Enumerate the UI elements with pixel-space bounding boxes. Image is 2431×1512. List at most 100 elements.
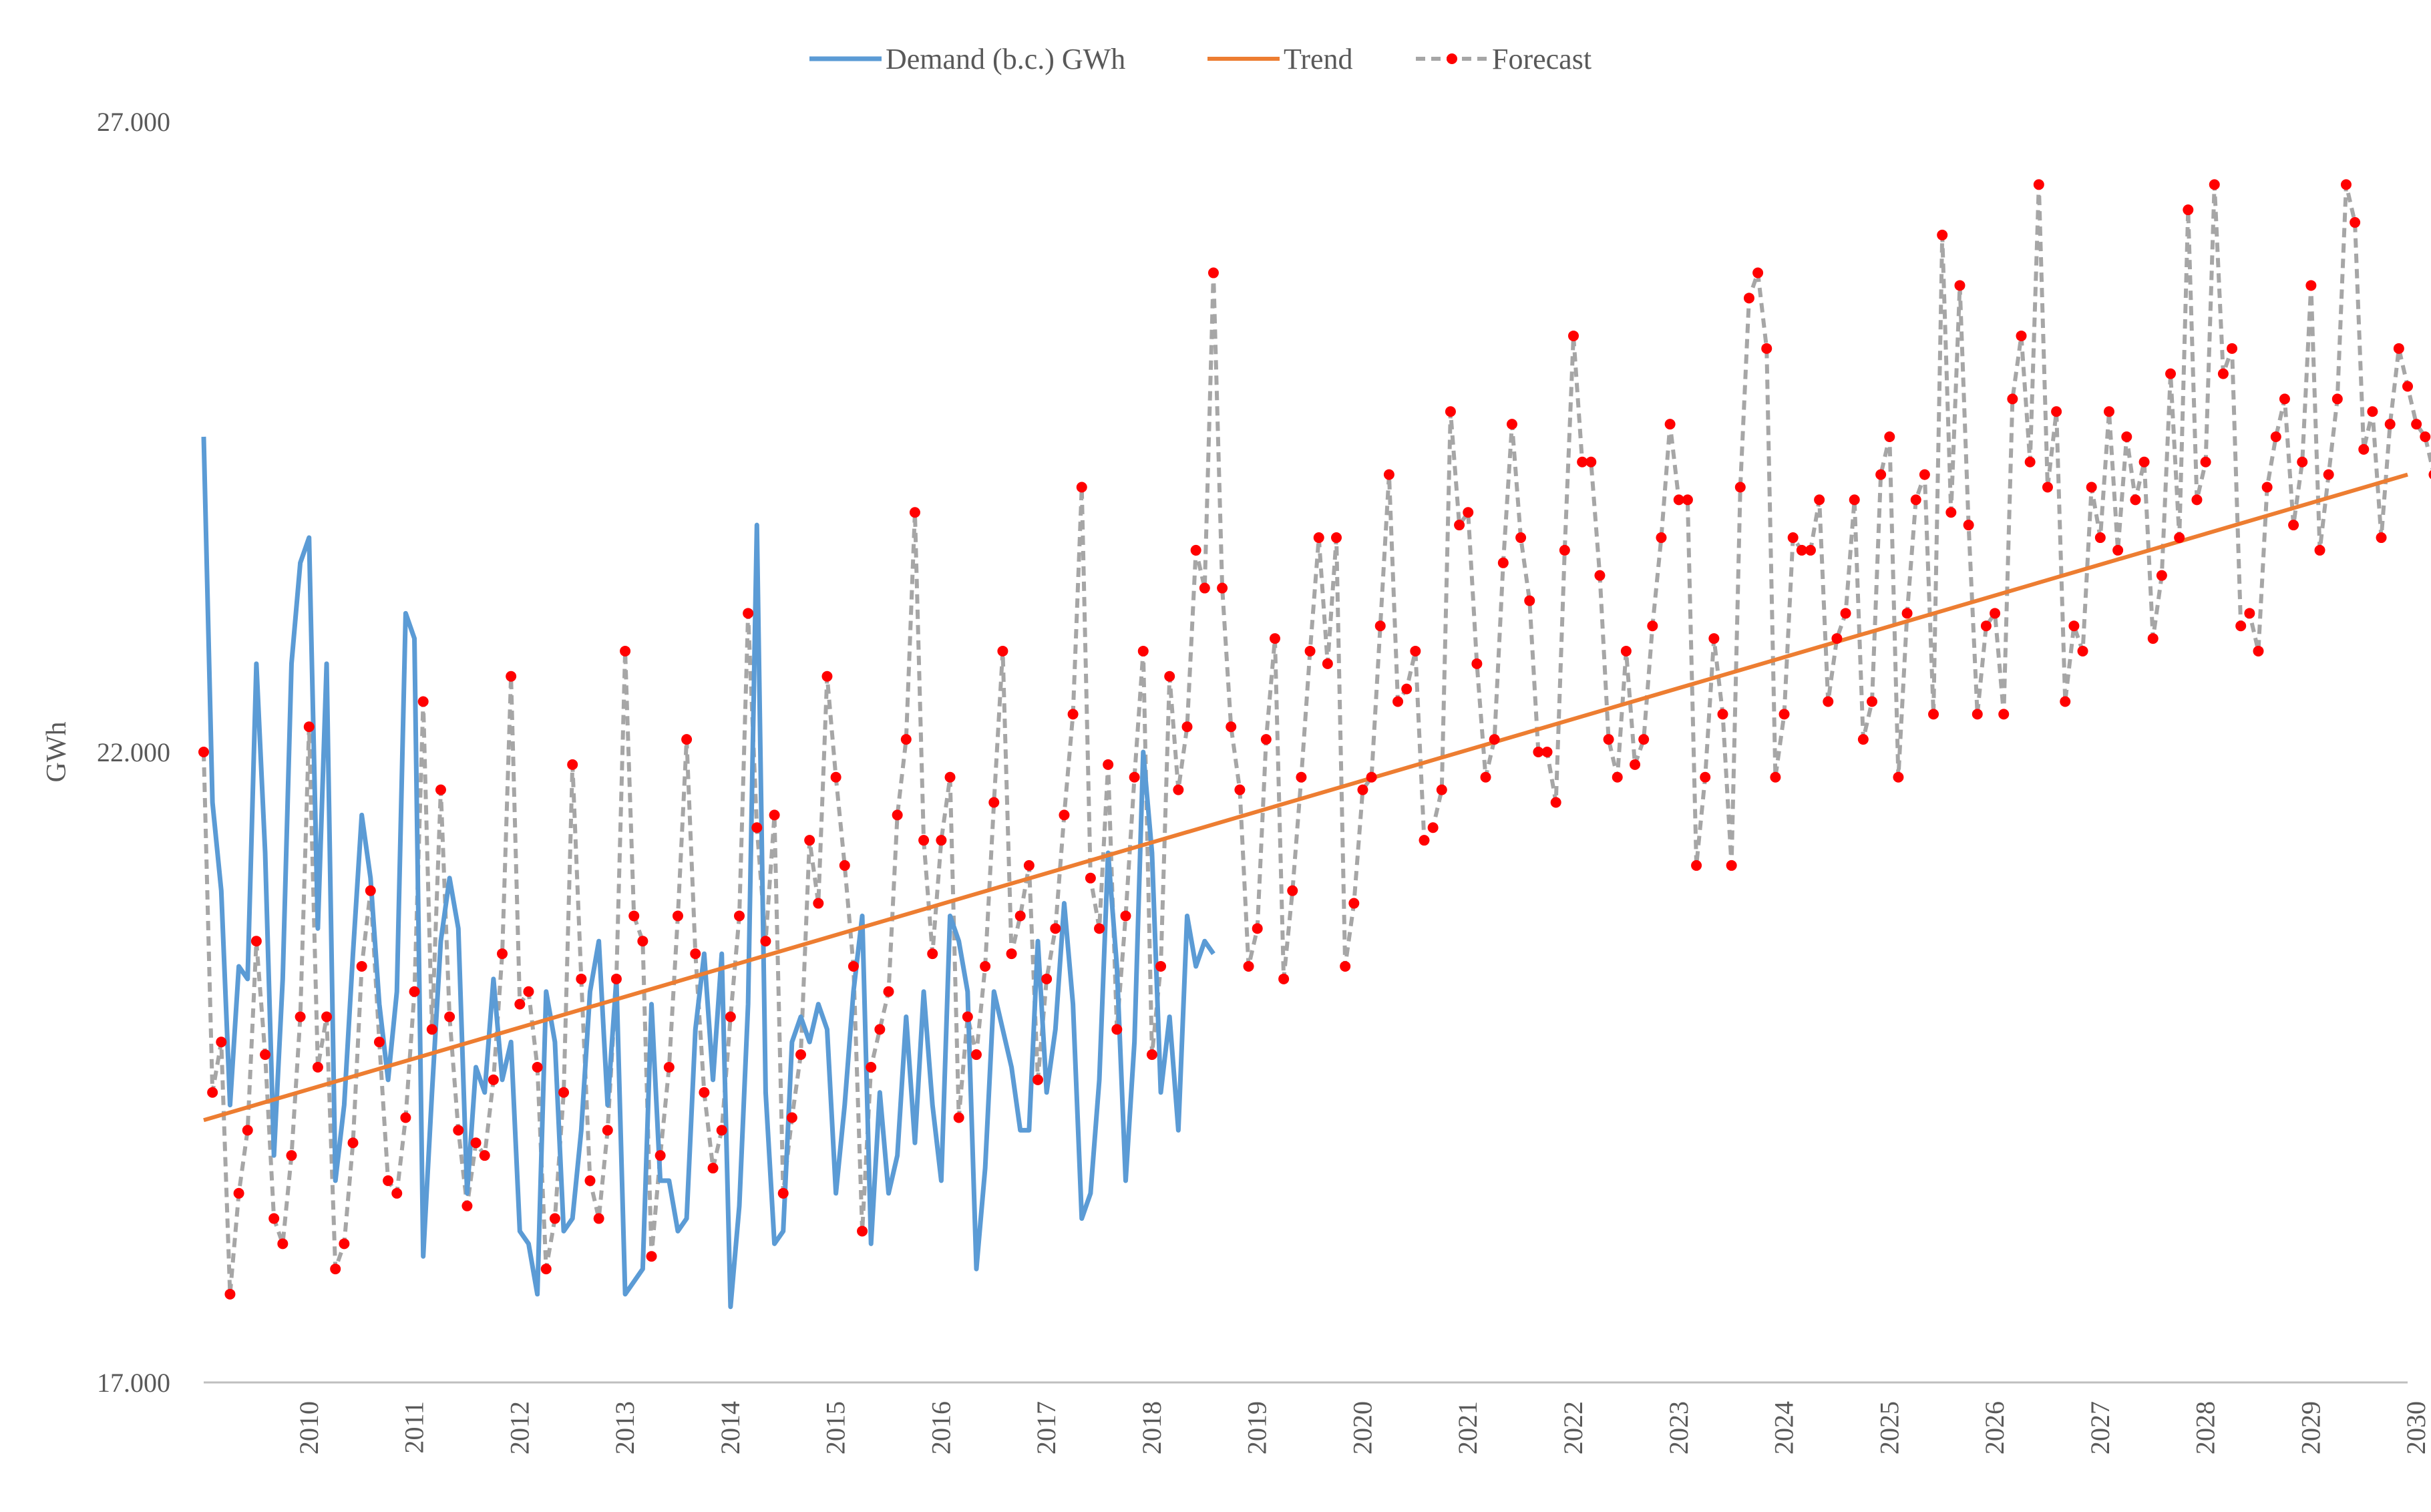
forecast-point bbox=[1831, 633, 1843, 644]
forecast-point bbox=[1910, 494, 1921, 506]
forecast-point bbox=[997, 645, 1008, 656]
forecast-point bbox=[242, 1125, 253, 1136]
forecast-point bbox=[909, 507, 920, 518]
forecast-point bbox=[1146, 1049, 1157, 1061]
forecast-point bbox=[1867, 696, 1878, 707]
forecast-point bbox=[2174, 532, 2185, 544]
forecast-point bbox=[1296, 771, 1307, 783]
forecast-point bbox=[1963, 520, 1974, 531]
x-tick-label: 2011 bbox=[399, 1401, 429, 1454]
forecast-point bbox=[1234, 784, 1246, 795]
forecast-point bbox=[1129, 771, 1140, 783]
forecast-point bbox=[1550, 797, 1561, 808]
forecast-point bbox=[848, 960, 859, 972]
forecast-point bbox=[672, 910, 683, 922]
forecast-point bbox=[1313, 532, 1324, 544]
forecast-point bbox=[1085, 872, 1096, 884]
forecast-point bbox=[540, 1264, 552, 1275]
forecast-point bbox=[2358, 443, 2370, 455]
forecast-point bbox=[2165, 368, 2177, 379]
plot-area bbox=[198, 179, 2431, 1310]
forecast-point bbox=[1181, 721, 1193, 733]
forecast-point bbox=[2428, 469, 2431, 480]
forecast-point bbox=[681, 734, 693, 745]
forecast-point bbox=[1980, 620, 1992, 632]
forecast-point bbox=[453, 1125, 464, 1136]
forecast-point bbox=[646, 1251, 657, 1262]
forecast-point bbox=[1849, 494, 1860, 506]
forecast-point bbox=[1480, 771, 1491, 783]
forecast-point bbox=[1647, 620, 1658, 632]
forecast-point bbox=[1401, 683, 1413, 695]
forecast-point bbox=[523, 986, 534, 997]
forecast-point bbox=[2103, 406, 2114, 417]
forecast-point bbox=[900, 734, 912, 745]
x-tick-label: 2028 bbox=[2191, 1401, 2221, 1455]
x-tick-label: 2018 bbox=[1137, 1401, 1167, 1455]
forecast-point bbox=[716, 1125, 727, 1136]
forecast-point bbox=[1454, 520, 1465, 531]
forecast-point bbox=[216, 1036, 227, 1048]
forecast-point bbox=[532, 1062, 543, 1073]
forecast-point bbox=[1656, 532, 1667, 544]
forecast-point bbox=[2112, 544, 2124, 556]
forecast-point bbox=[804, 835, 815, 846]
forecast-point bbox=[330, 1264, 341, 1275]
forecast-point bbox=[918, 835, 930, 846]
forecast-point bbox=[2060, 696, 2071, 707]
forecast-point bbox=[2323, 469, 2334, 480]
forecast-point bbox=[1137, 645, 1149, 656]
forecast-point bbox=[593, 1213, 604, 1224]
forecast-point bbox=[1059, 809, 1070, 821]
forecast-point bbox=[1278, 973, 1290, 984]
forecast-point bbox=[733, 910, 745, 922]
legend-marker-forecast bbox=[1447, 53, 1457, 64]
forecast-point bbox=[2138, 456, 2150, 467]
forecast-point bbox=[435, 784, 446, 795]
forecast-point bbox=[1348, 898, 1360, 909]
forecast-point bbox=[988, 797, 1000, 808]
forecast-point bbox=[2068, 620, 2080, 632]
forecast-point bbox=[2147, 633, 2159, 644]
forecast-point bbox=[1383, 469, 1394, 480]
forecast-point bbox=[1761, 343, 1772, 354]
forecast-point bbox=[2209, 179, 2220, 190]
forecast-point bbox=[409, 986, 420, 997]
y-tick-label: 17.000 bbox=[97, 1368, 170, 1398]
x-tick-label: 2015 bbox=[821, 1401, 851, 1455]
forecast-point bbox=[506, 671, 517, 682]
forecast-point bbox=[1050, 923, 1061, 934]
forecast-point bbox=[2051, 406, 2062, 417]
forecast-point bbox=[1734, 482, 1746, 493]
forecast-point bbox=[1041, 973, 1053, 984]
forecast-point bbox=[417, 696, 429, 707]
forecast-point bbox=[233, 1187, 244, 1199]
legend: Demand (b.c.) GWh Trend Forecast bbox=[809, 43, 1592, 75]
forecast-point bbox=[1366, 771, 1377, 783]
forecast-point bbox=[1787, 532, 1799, 544]
forecast-point bbox=[2297, 456, 2308, 467]
forecast-point bbox=[1033, 1074, 1044, 1085]
forecast-point bbox=[339, 1238, 350, 1250]
x-tick-label: 2029 bbox=[2295, 1401, 2325, 1455]
forecast-point bbox=[883, 986, 894, 997]
forecast-point bbox=[1805, 544, 1816, 556]
forecast-point bbox=[1103, 759, 1114, 770]
x-tick-label: 2024 bbox=[1769, 1401, 1799, 1455]
forecast-point bbox=[892, 809, 903, 821]
forecast-point bbox=[1506, 419, 1517, 430]
forecast-point bbox=[2086, 482, 2097, 493]
forecast-point bbox=[1340, 960, 1351, 972]
forecast-point bbox=[1567, 330, 1579, 341]
forecast-point bbox=[1006, 948, 1017, 960]
forecast-point bbox=[312, 1062, 323, 1073]
forecast-point bbox=[2279, 393, 2290, 405]
forecast-point bbox=[1199, 582, 1210, 594]
forecast-point bbox=[725, 1011, 736, 1022]
forecast-point bbox=[1919, 469, 1930, 480]
forecast-point bbox=[751, 822, 763, 833]
forecast-point bbox=[1014, 910, 1026, 922]
forecast-point bbox=[1419, 835, 1430, 846]
forecast-point bbox=[2340, 179, 2352, 190]
